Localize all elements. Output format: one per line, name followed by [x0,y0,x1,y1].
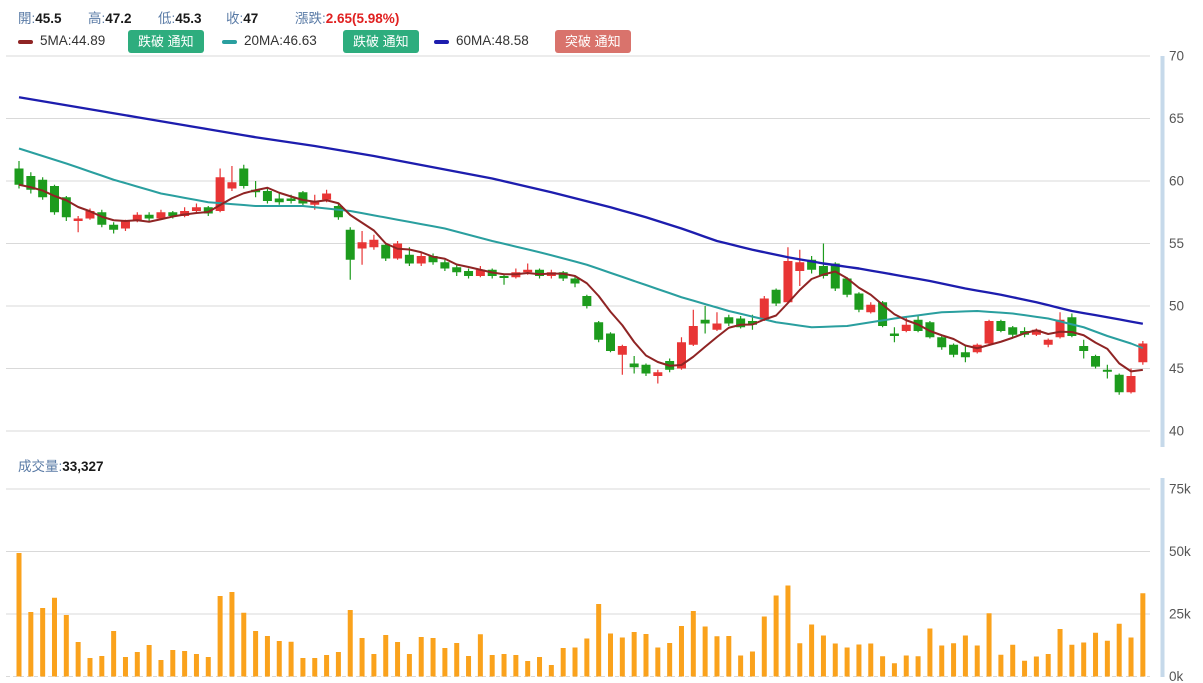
quote-open-value: 45.5 [35,11,62,26]
svg-text:60: 60 [1169,174,1184,189]
quote-high-label: 高: [88,11,106,26]
quote-header: 開:45.5 高:47.2 低:45.3 收:47 漲跌:2.65(5.98%) [0,7,1203,27]
ma20-label: 20MA:46.63 [244,33,317,48]
quote-close-value: 47 [243,11,259,26]
svg-text:70: 70 [1169,49,1184,64]
svg-text:65: 65 [1169,111,1184,126]
volume-label: 成交量: [18,459,63,474]
ma60-line-swatch [434,40,449,44]
svg-text:75k: 75k [1169,482,1191,497]
ma20-line-swatch [222,40,237,44]
quote-close: 收:47 [226,7,258,27]
quote-change-value: 2.65(5.98%) [325,11,400,26]
ma5-line-swatch [18,40,33,44]
quote-low-label: 低: [158,11,176,26]
volume-value: 33,327 [62,459,104,474]
volume-title: 成交量:33,327 [18,455,104,475]
ma-legend: 5MA:44.89 跌破 通知 20MA:46.63 跌破 通知 60MA:48… [0,30,1203,56]
svg-text:25k: 25k [1169,607,1191,622]
quote-low: 低:45.3 [158,7,202,27]
svg-text:45: 45 [1169,361,1184,376]
ma60-alert-button[interactable]: 突破 通知 [555,30,631,53]
svg-text:50: 50 [1169,299,1184,314]
quote-change: 漲跌:2.65(5.98%) [295,7,399,27]
ma20-alert-button[interactable]: 跌破 通知 [343,30,419,53]
quote-low-value: 45.3 [175,11,202,26]
quote-open-label: 開: [18,11,36,26]
quote-open: 開:45.5 [18,7,62,27]
svg-text:50k: 50k [1169,544,1191,559]
svg-text:0k: 0k [1169,669,1184,683]
quote-high: 高:47.2 [88,7,132,27]
ma5-alert-button[interactable]: 跌破 通知 [128,30,204,53]
svg-text:40: 40 [1169,424,1184,439]
svg-text:55: 55 [1169,236,1184,251]
ma60-label: 60MA:48.58 [456,33,529,48]
ma5-label: 5MA:44.89 [40,33,106,48]
quote-change-label: 漲跌: [295,11,326,26]
quote-high-value: 47.2 [105,11,132,26]
quote-close-label: 收: [226,11,244,26]
